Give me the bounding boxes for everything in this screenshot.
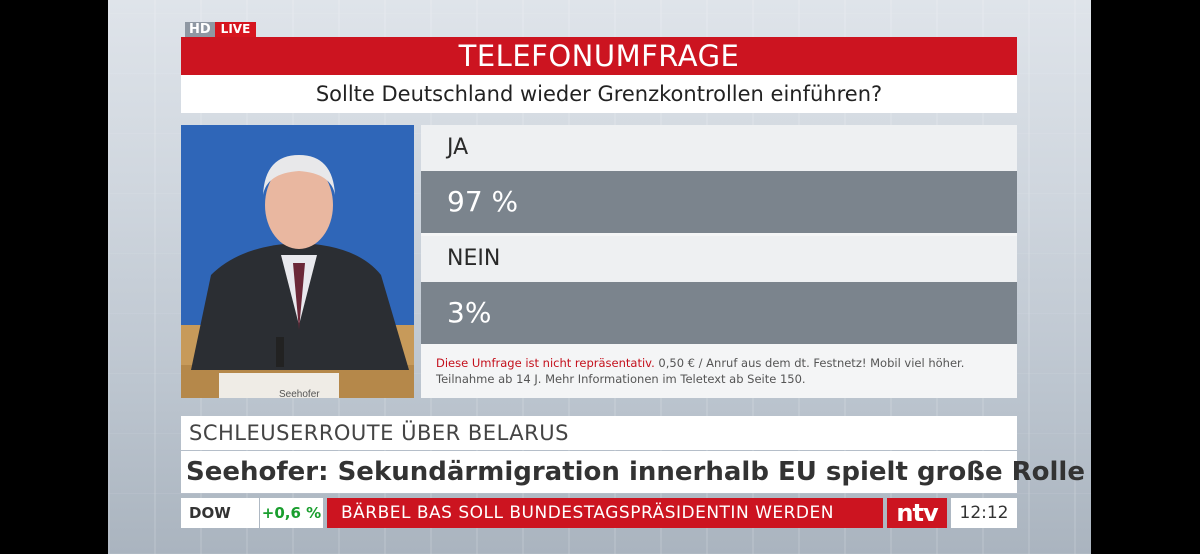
speaker-nameplate: Seehofer [279,389,320,398]
answer-yes-percent: 97 % [447,185,519,218]
ticker-news: BÄRBEL BAS SOLL BUNDESTAGSPRÄSIDENTIN WE… [327,498,883,528]
tv-screen: HD LIVE TELEFONUMFRAGE Sollte Deutschlan… [108,0,1091,554]
hd-live-badge: HD LIVE [185,22,257,37]
disclaimer-participation: Teilnahme ab 14 J. Mehr Informationen im… [436,372,806,386]
poll-question: Sollte Deutschland wieder Grenzkontrolle… [181,75,1017,113]
video-feed: Seehofer [181,125,414,398]
disclaimer-warning: Diese Umfrage ist nicht repräsentativ. [436,356,655,370]
answer-no-fill [421,282,1017,344]
clock: 12:12 [951,498,1017,528]
poll-results: JA 97 % NEIN 3% Diese Umfrage ist nicht … [421,125,1017,398]
answer-yes-bar: 97 % [421,171,1017,233]
answer-no-label: NEIN [421,236,1017,282]
disclaimer-cost: 0,50 € / Anruf aus dem dt. Festnetz! Mob… [654,356,965,370]
ntv-logo: ntv [887,498,947,528]
hd-label: HD [185,22,215,37]
answer-yes-fill [421,171,1017,233]
answer-no-percent: 3% [447,296,492,329]
index-change: +0,6 % [260,498,323,528]
index-name: DOW [181,498,259,528]
news-ticker: DOW +0,6 % BÄRBEL BAS SOLL BUNDESTAGSPRÄ… [181,498,1017,528]
poll-disclaimer: Diese Umfrage ist nicht repräsentativ. 0… [436,355,1006,387]
answer-yes-label: JA [421,125,1017,171]
lower-third: SCHLEUSERROUTE ÜBER BELARUS Seehofer: Se… [181,416,1085,493]
live-label: LIVE [214,22,257,37]
poll-title: TELEFONUMFRAGE [181,37,1017,75]
answer-no-bar: 3% [421,282,1017,344]
topic-line: SCHLEUSERROUTE ÜBER BELARUS [181,416,1017,450]
speaker-image: Seehofer [181,125,414,398]
headline: Seehofer: Sekundärmigration innerhalb EU… [181,451,1085,493]
